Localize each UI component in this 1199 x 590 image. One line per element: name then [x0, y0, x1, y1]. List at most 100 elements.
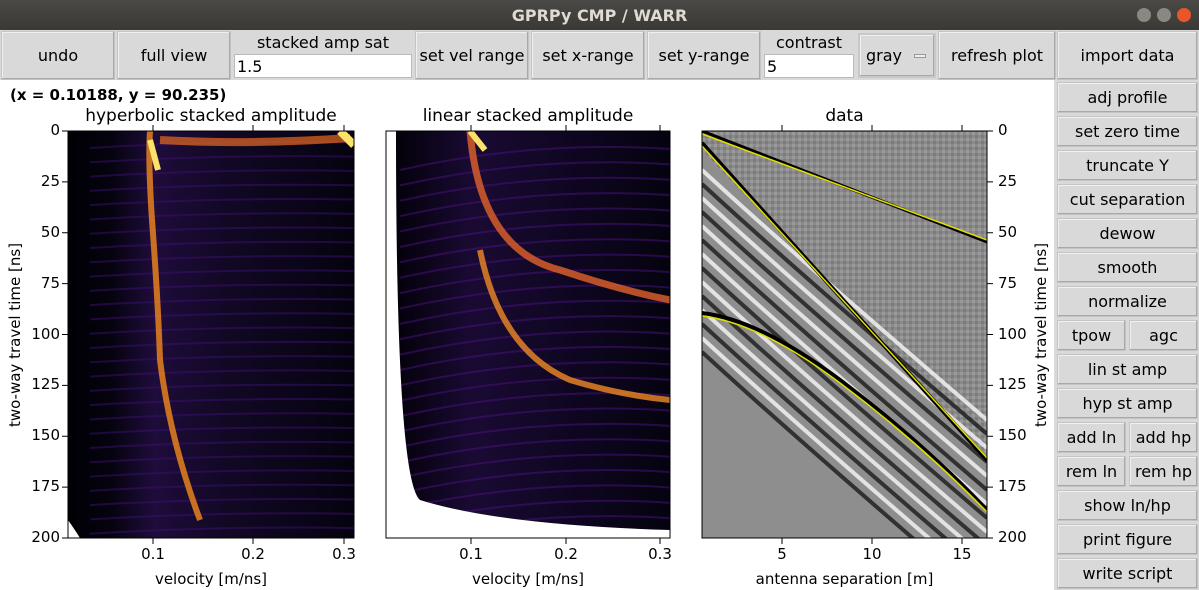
stacked-amp-sat-input[interactable] [234, 54, 412, 78]
image-band [399, 176, 670, 202]
set-y-range-button[interactable]: set y-range [647, 31, 761, 80]
y-tick-label: 150 [31, 426, 60, 445]
sidebar-button-cut-separation[interactable]: cut separation [1057, 184, 1198, 215]
close-icon[interactable] [1177, 8, 1191, 22]
y-tick-label: 100 [998, 324, 1027, 343]
x-tick-label: 0.2 [241, 545, 265, 563]
contrast-label: contrast [776, 33, 842, 52]
colormap-select[interactable]: gray [858, 33, 936, 78]
reflection-band [702, 336, 932, 538]
plot3-title: data [825, 106, 864, 126]
image-band [399, 222, 670, 248]
image-band [89, 183, 354, 192]
y-tick-label: 100 [31, 324, 60, 343]
sidebar-button-truncate-Y[interactable]: truncate Y [1057, 150, 1198, 181]
image-band [89, 455, 354, 464]
image-band [399, 145, 670, 171]
sidebar-button-show-ln-hp[interactable]: show ln/hp [1057, 490, 1198, 521]
x-tick-label: 15 [952, 545, 972, 563]
image-band [89, 526, 354, 535]
image-band [399, 438, 670, 464]
image-band [399, 238, 670, 264]
maximize-icon[interactable] [1157, 8, 1171, 22]
plot3-xlabel: antenna separation [m] [755, 570, 934, 588]
sidebar-button-add-hp[interactable]: add hp [1129, 422, 1198, 453]
y-tick-label: 25 [998, 171, 1018, 190]
y-tick-label: 125 [998, 375, 1027, 394]
y-tick-label: 25 [40, 171, 60, 190]
y-tick-label: 0 [50, 121, 60, 139]
image-band [89, 383, 354, 392]
hyperbolic-stacked-amplitude-image [68, 131, 354, 538]
sidebar-button-dewow[interactable]: dewow [1057, 218, 1198, 249]
x-tick-label: 0.1 [459, 545, 483, 563]
plot2-frame [385, 130, 671, 539]
image-band [89, 169, 354, 178]
refresh-plot-button[interactable]: refresh plot [938, 31, 1056, 80]
sidebar-button-print-figure[interactable]: print figure [1057, 524, 1198, 555]
set-x-range-button[interactable]: set x-range [531, 31, 645, 80]
sidebar-button-hyp-st-amp[interactable]: hyp st amp [1057, 388, 1198, 419]
data-image [702, 131, 987, 538]
sidebar-button-lin-st-amp[interactable]: lin st amp [1057, 354, 1198, 385]
y-tick-label: 150 [998, 426, 1027, 445]
colormap-value: gray [866, 46, 903, 65]
image-band [89, 326, 354, 335]
image-band [399, 453, 670, 479]
image-band [399, 269, 670, 295]
set-vel-range-button[interactable]: set vel range [415, 31, 529, 80]
image-band [89, 340, 354, 349]
image-band [89, 240, 354, 249]
image-band [89, 283, 354, 292]
image-band [89, 497, 354, 507]
image-band [89, 355, 354, 364]
sidebar-button-adj-profile[interactable]: adj profile [1057, 82, 1198, 113]
reflection-band [702, 238, 987, 492]
y-tick-label: 75 [998, 273, 1018, 292]
sidebar-button-rem-hp[interactable]: rem hp [1129, 456, 1198, 487]
y-tick-label: 200 [31, 528, 60, 546]
reflection-band [702, 322, 949, 538]
image-band [399, 315, 670, 341]
import-data-button[interactable]: import data [1057, 31, 1198, 80]
image-band [399, 422, 670, 448]
image-band [399, 284, 670, 310]
y-tick-label: 50 [998, 222, 1018, 241]
image-band [399, 469, 670, 495]
sidebar-button-write-script[interactable]: write script [1057, 558, 1198, 589]
image-band [89, 483, 354, 492]
image-band [89, 297, 354, 307]
y-tick-label: 125 [31, 375, 60, 394]
image-band [399, 484, 670, 510]
image-band [89, 412, 354, 421]
image-band [399, 345, 670, 371]
sidebar-button-set-zero-time[interactable]: set zero time [1057, 116, 1198, 147]
sidebar-button-agc[interactable]: agc [1129, 320, 1198, 351]
sidebar-button-normalize[interactable]: normalize [1057, 286, 1198, 317]
sidebar-button-tpow[interactable]: tpow [1057, 320, 1126, 351]
image-band [89, 269, 354, 278]
image-band [89, 226, 354, 235]
sidebar-button-smooth[interactable]: smooth [1057, 252, 1198, 283]
sidebar-button-rem-ln[interactable]: rem ln [1057, 456, 1126, 487]
reflection-band [702, 266, 987, 520]
dropdown-indicator-icon [914, 54, 926, 58]
image-band [399, 207, 670, 233]
undo-button[interactable]: undo [1, 31, 115, 80]
image-band [89, 469, 354, 478]
reflection-band [702, 280, 987, 534]
contrast-input[interactable] [764, 54, 854, 78]
minimize-icon[interactable] [1137, 8, 1151, 22]
x-tick-label: 10 [862, 545, 882, 563]
image-band [89, 212, 354, 221]
image-band [399, 376, 670, 402]
y-tick-label: 50 [40, 222, 60, 241]
reflection-band [702, 308, 965, 538]
image-band [399, 192, 670, 218]
plot2-title: linear stacked amplitude [422, 106, 634, 126]
window-titlebar: GPRPy CMP / WARR [0, 0, 1199, 30]
image-band [89, 440, 354, 449]
sidebar-button-add-ln[interactable]: add ln [1057, 422, 1126, 453]
full-view-button[interactable]: full view [117, 31, 231, 80]
window-title: GPRPy CMP / WARR [511, 6, 688, 25]
